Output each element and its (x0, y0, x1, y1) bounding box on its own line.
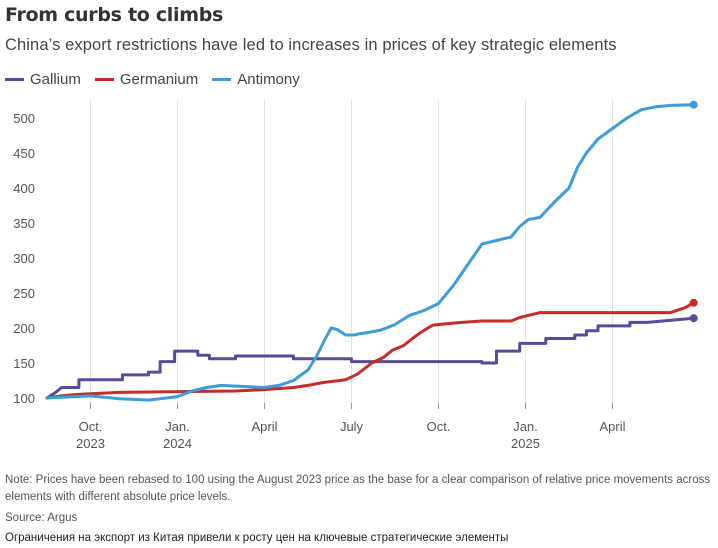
x-tick-year-label-0: 2023 (76, 436, 105, 451)
y-tick-label-300: 300 (13, 251, 35, 266)
chart-source: Source: Argus (5, 512, 78, 524)
x-tick-label-1: Jan. (165, 419, 190, 434)
series-end-dot-antimony (689, 100, 698, 109)
legend-item-antimony: Antimony (212, 71, 300, 88)
legend-item-gallium: Gallium (5, 71, 81, 88)
y-tick-label-400: 400 (13, 181, 35, 196)
series-end-dot-gallium (689, 314, 698, 323)
legend-swatch-gallium (5, 78, 24, 81)
chart-caption: Ограничения на экспорт из Китая привели … (5, 532, 509, 544)
x-tick-label-5: Jan. (513, 419, 538, 434)
legend-swatch-germanium (94, 78, 114, 81)
y-tick-label-500: 500 (13, 111, 35, 126)
y-tick-label-450: 450 (13, 146, 35, 161)
y-tick-label-150: 150 (13, 356, 35, 371)
x-tick-label-2: April (251, 419, 277, 434)
x-tick-label-4: Oct. (427, 419, 451, 434)
line-chart: 100 150 200 250 300 350 400 450 500 Oct. 2023 Jan. 2… (13, 100, 698, 451)
legend-item-germanium: Germanium (94, 71, 199, 88)
x-tick-label-0: Oct. (79, 419, 103, 434)
legend-label-gallium: Gallium (30, 71, 81, 88)
chart-subtitle: China’s export restrictions have led to … (5, 36, 617, 54)
series-line-antimony (45, 103, 696, 402)
legend: Gallium Germanium Antimony (5, 71, 314, 88)
chart-title: From curbs to climbs (5, 4, 224, 26)
x-tick-year-label-5: 2025 (511, 436, 540, 451)
y-tick-label-100: 100 (13, 391, 35, 406)
legend-swatch-antimony (212, 78, 232, 81)
legend-label-antimony: Antimony (237, 71, 300, 88)
chart-note: Note: Prices have been rebased to 100 us… (5, 474, 711, 503)
x-tick-year-label-1: 2024 (163, 436, 192, 451)
series-line-gallium (45, 316, 696, 400)
y-tick-label-250: 250 (13, 286, 35, 301)
x-tick-label-6: April (599, 419, 625, 434)
series-end-dot-germanium (689, 298, 698, 307)
x-tick-label-3: July (340, 419, 364, 434)
y-tick-label-350: 350 (13, 216, 35, 231)
legend-label-germanium: Germanium (119, 71, 199, 88)
y-tick-label-200: 200 (13, 321, 35, 336)
series-line-germanium (45, 301, 696, 400)
